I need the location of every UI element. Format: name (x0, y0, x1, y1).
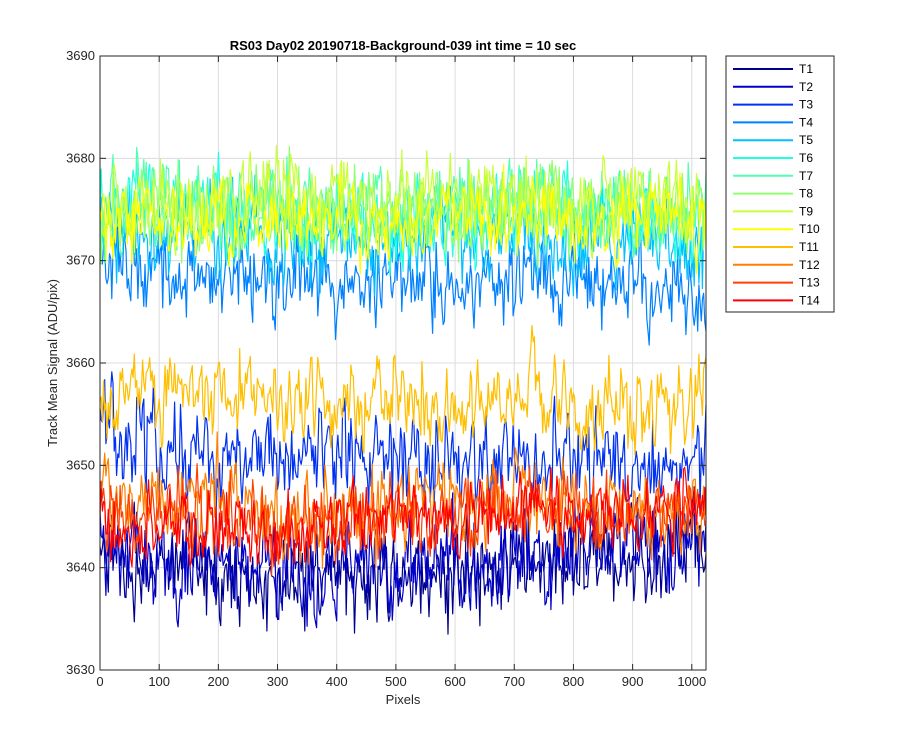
series-line-t13 (99, 463, 707, 576)
x-tick-label: 600 (444, 674, 466, 689)
y-tick-label: 3670 (66, 253, 95, 268)
legend-label: T4 (799, 115, 813, 129)
x-tick-label: 100 (148, 674, 170, 689)
x-tick-label: 900 (622, 674, 644, 689)
x-tick-label: 400 (326, 674, 348, 689)
series-line-t10 (99, 163, 707, 275)
x-tick-label: 800 (563, 674, 585, 689)
legend-label: T3 (799, 98, 813, 112)
series-line-t6 (99, 151, 707, 277)
series-line-t4 (99, 213, 707, 346)
series-line-t9 (99, 145, 707, 260)
series-line-t2 (99, 492, 707, 629)
x-tick-label: 700 (503, 674, 525, 689)
series-layer (99, 145, 707, 635)
y-tick-label: 3650 (66, 457, 95, 472)
legend-label: T2 (799, 80, 813, 94)
legend-label: T1 (799, 62, 813, 76)
series-line-t11 (99, 324, 707, 456)
legend-label: T5 (799, 133, 813, 147)
x-tick-label: 200 (208, 674, 230, 689)
legend-label: T12 (799, 258, 820, 272)
y-axis-label: Track Mean Signal (ADU/pix) (45, 279, 60, 447)
legend-label: T14 (799, 293, 820, 307)
y-tick-label: 3640 (66, 560, 95, 575)
legend-label: T8 (799, 187, 813, 201)
legend-label: T7 (799, 169, 813, 183)
chart-title: RS03 Day02 20190718-Background-039 int t… (230, 38, 577, 53)
legend-label: T13 (799, 276, 820, 290)
x-axis-label: Pixels (386, 692, 421, 707)
series-line-t14 (99, 466, 707, 568)
x-tick-label: 0 (96, 674, 103, 689)
legend-label: T11 (799, 240, 819, 254)
x-tick-label: 500 (385, 674, 407, 689)
y-tick-label: 3630 (66, 662, 95, 677)
ticks: 0 100 200 300 400 500 600 700 800 900 1000 3630 3640… (66, 48, 706, 689)
x-tick-label: 1000 (677, 674, 706, 689)
y-tick-label: 3680 (66, 150, 95, 165)
legend-label: T10 (799, 222, 820, 236)
y-tick-label: 3690 (66, 48, 95, 63)
legend: T1 T2 T3 T4 T5 T6 T7 T8 T9 T10 T11 T12 T13 T14 (725, 55, 835, 313)
x-tick-label: 300 (267, 674, 289, 689)
y-tick-label: 3660 (66, 355, 95, 370)
legend-box (725, 55, 835, 313)
legend-label: T9 (799, 204, 813, 218)
legend-label: T6 (799, 151, 813, 165)
